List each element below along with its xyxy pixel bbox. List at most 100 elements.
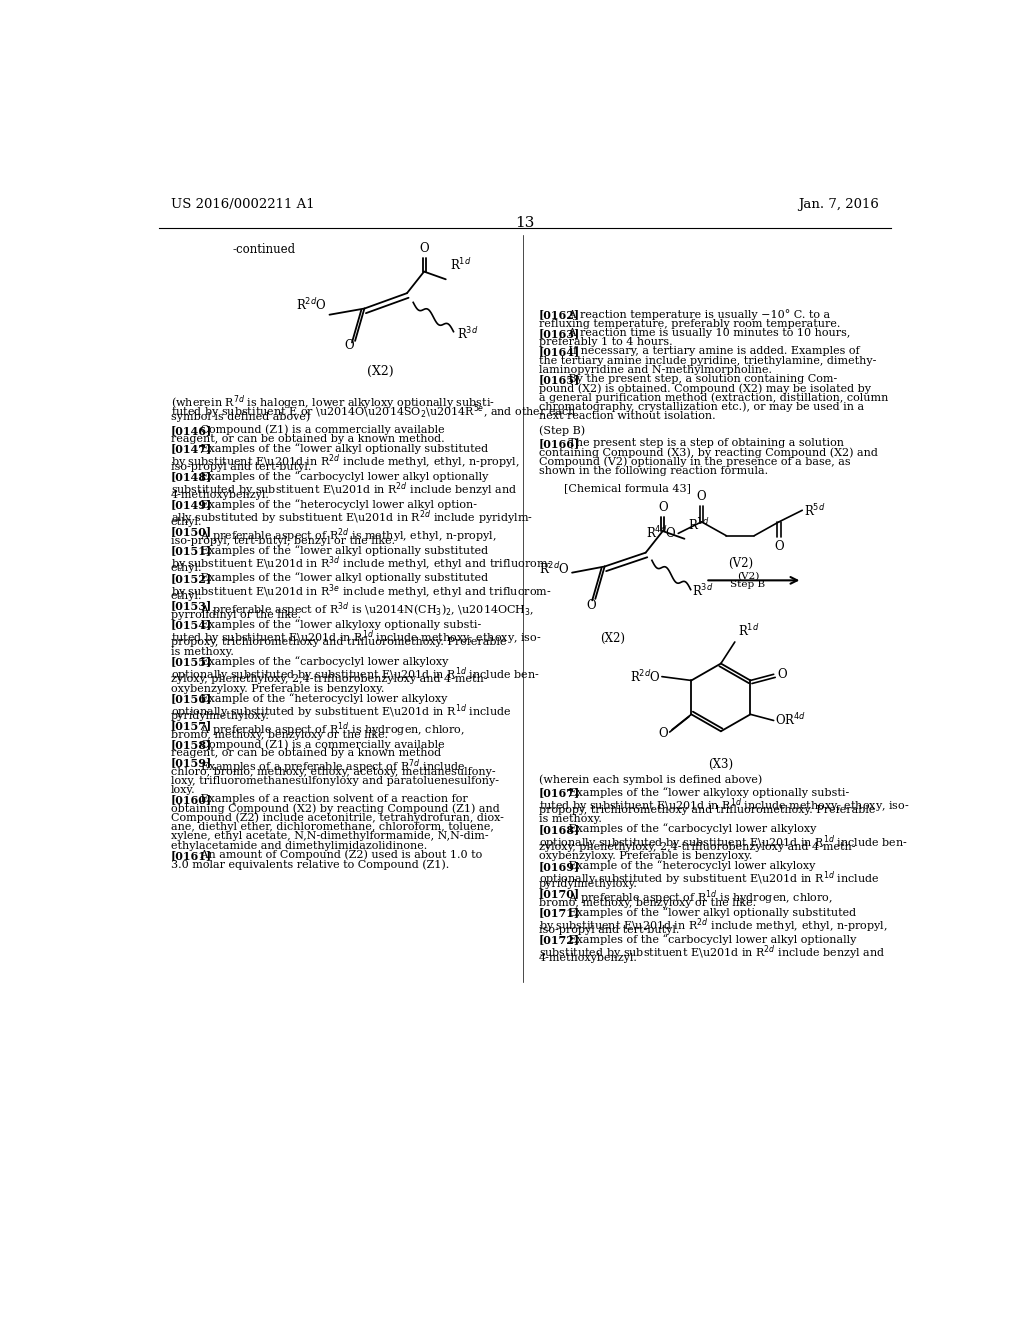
Text: ethylacetamide and dimethylimidazolidinone.: ethylacetamide and dimethylimidazolidino…	[171, 841, 427, 850]
Text: Examples of the “lower alkyl optionally substituted: Examples of the “lower alkyl optionally …	[190, 573, 488, 583]
Text: R$^{1d}$: R$^{1d}$	[688, 516, 710, 533]
Text: ally substituted by substituent E\u201d in R$^{2d}$ include pyridylm-: ally substituted by substituent E\u201d …	[171, 508, 532, 527]
Text: If necessary, a tertiary amine is added. Examples of: If necessary, a tertiary amine is added.…	[558, 346, 860, 356]
Text: [0164]: [0164]	[539, 346, 580, 358]
Text: Examples of the “heterocyclyl lower alkyl option-: Examples of the “heterocyclyl lower alky…	[190, 499, 477, 510]
Text: Examples of the “lower alkyl optionally substituted: Examples of the “lower alkyl optionally …	[190, 444, 488, 454]
Text: Jan. 7, 2016: Jan. 7, 2016	[798, 198, 879, 211]
Text: O: O	[777, 668, 787, 681]
Text: [0157]: [0157]	[171, 721, 212, 731]
Text: oxybenzyloxy. Preferable is benzyloxy.: oxybenzyloxy. Preferable is benzyloxy.	[171, 684, 384, 693]
Text: [0155]: [0155]	[171, 656, 212, 667]
Text: Examples of the “carbocyclyl lower alkyl optionally: Examples of the “carbocyclyl lower alkyl…	[190, 471, 488, 482]
Text: O: O	[696, 490, 707, 503]
Text: (X2): (X2)	[600, 632, 625, 645]
Text: By the present step, a solution containing Com-: By the present step, a solution containi…	[558, 374, 838, 384]
Text: pyridylmethyloxy.: pyridylmethyloxy.	[539, 879, 638, 890]
Text: ethyl.: ethyl.	[171, 591, 202, 601]
Text: loxy, trifluoromethanesulfonyloxy and paratoluenesulfony-: loxy, trifluoromethanesulfonyloxy and pa…	[171, 776, 499, 785]
Text: Examples of the “carbocyclyl lower alkyloxy: Examples of the “carbocyclyl lower alkyl…	[190, 656, 449, 667]
Text: [0169]: [0169]	[539, 861, 580, 871]
Text: [0158]: [0158]	[171, 739, 212, 750]
Text: Examples of the “carbocyclyl lower alkyl optionally: Examples of the “carbocyclyl lower alkyl…	[558, 935, 857, 945]
Text: [0150]: [0150]	[171, 527, 212, 537]
Text: is methoxy.: is methoxy.	[539, 814, 602, 825]
Text: Example of the “heterocyclyl lower alkyloxy: Example of the “heterocyclyl lower alkyl…	[190, 693, 447, 704]
Text: 4-methoxybenzyl.: 4-methoxybenzyl.	[171, 490, 269, 499]
Text: preferably 1 to 4 hours.: preferably 1 to 4 hours.	[539, 337, 673, 347]
Text: Examples of the “lower alkyl optionally substituted: Examples of the “lower alkyl optionally …	[558, 907, 856, 917]
Text: refluxing temperature, preferably room temperature.: refluxing temperature, preferably room t…	[539, 318, 840, 329]
Text: A preferable aspect of R$^{1d}$ is hydrogen, chloro,: A preferable aspect of R$^{1d}$ is hydro…	[190, 721, 465, 739]
Text: iso-propyl and tert-butyl.: iso-propyl and tert-butyl.	[539, 925, 679, 936]
Text: the tertiary amine include pyridine, triethylamine, dimethy-: the tertiary amine include pyridine, tri…	[539, 355, 877, 366]
Text: A reaction time is usually 10 minutes to 10 hours,: A reaction time is usually 10 minutes to…	[558, 327, 851, 338]
Text: O: O	[344, 339, 353, 352]
Text: Examples of a preferable aspect of R$^{7d}$ include: Examples of a preferable aspect of R$^{7…	[190, 758, 466, 776]
Text: The present step is a step of obtaining a solution: The present step is a step of obtaining …	[558, 438, 844, 447]
Text: (V2): (V2)	[737, 572, 759, 579]
Text: [0167]: [0167]	[539, 787, 580, 797]
Text: tuted by substituent E\u201d in R$^{1d}$ include methoxy, ethoxy, iso-: tuted by substituent E\u201d in R$^{1d}$…	[171, 628, 542, 647]
Text: ane, diethyl ether, dichloromethane, chloroform, toluene,: ane, diethyl ether, dichloromethane, chl…	[171, 822, 494, 832]
Text: [0149]: [0149]	[171, 499, 212, 510]
Text: bromo, methoxy, benzyloxy or the like.: bromo, methoxy, benzyloxy or the like.	[171, 730, 388, 739]
Text: R$^{2d}$O: R$^{2d}$O	[296, 297, 328, 313]
Text: [Chemical formula 43]: [Chemical formula 43]	[564, 483, 691, 494]
Text: iso-propyl, tert-butyl, benzyl or the like.: iso-propyl, tert-butyl, benzyl or the li…	[171, 536, 394, 545]
Text: ethyl.: ethyl.	[171, 517, 202, 527]
Text: OR$^{4d}$: OR$^{4d}$	[775, 713, 806, 729]
Text: A preferable aspect of R$^{3d}$ is \u2014N(CH$_3$)$_2$, \u2014OCH$_3$,: A preferable aspect of R$^{3d}$ is \u201…	[190, 601, 535, 619]
Text: is methoxy.: is methoxy.	[171, 647, 233, 656]
Text: Example of the “heterocyclyl lower alkyloxy: Example of the “heterocyclyl lower alkyl…	[558, 861, 816, 871]
Text: 3.0 molar equivalents relative to Compound (Z1).: 3.0 molar equivalents relative to Compou…	[171, 859, 449, 870]
Text: O: O	[419, 242, 429, 255]
Text: [0146]: [0146]	[171, 425, 212, 436]
Text: O: O	[774, 540, 783, 553]
Text: [0148]: [0148]	[171, 471, 212, 482]
Text: (wherein each symbol is defined above): (wherein each symbol is defined above)	[539, 775, 762, 785]
Text: [0166]: [0166]	[539, 438, 580, 449]
Text: by substituent E\u201d in R$^{2d}$ include methyl, ethyl, n-propyl,: by substituent E\u201d in R$^{2d}$ inclu…	[171, 453, 519, 471]
Text: next reaction without isolation.: next reaction without isolation.	[539, 411, 716, 421]
Text: pound (X2) is obtained. Compound (X2) may be isolated by: pound (X2) is obtained. Compound (X2) ma…	[539, 383, 870, 393]
Text: chromatography, crystallization etc.), or may be used in a: chromatography, crystallization etc.), o…	[539, 401, 864, 412]
Text: (X3): (X3)	[709, 758, 733, 771]
Text: optionally substituted by substituent E\u201d in R$^{1d}$ include ben-: optionally substituted by substituent E\…	[539, 833, 907, 851]
Text: [0160]: [0160]	[171, 795, 212, 805]
Text: R$^{1d}$: R$^{1d}$	[450, 257, 471, 273]
Text: 4-methoxybenzyl.: 4-methoxybenzyl.	[539, 953, 638, 964]
Text: Compound (Z1) is a commercially available: Compound (Z1) is a commercially availabl…	[190, 425, 444, 436]
Text: Examples of the “lower alkyloxy optionally substi-: Examples of the “lower alkyloxy optional…	[558, 787, 850, 797]
Text: [0172]: [0172]	[539, 935, 580, 945]
Text: A preferable aspect of R$^{2d}$ is methyl, ethyl, n-propyl,: A preferable aspect of R$^{2d}$ is methy…	[190, 527, 497, 545]
Text: [0163]: [0163]	[539, 327, 580, 339]
Text: symbol is defined above): symbol is defined above)	[171, 412, 310, 422]
Text: A reaction temperature is usually −10° C. to a: A reaction temperature is usually −10° C…	[558, 309, 830, 321]
Text: [0161]: [0161]	[171, 850, 212, 861]
Text: loxy.: loxy.	[171, 785, 196, 795]
Text: by substituent E\u201d in R$^{3e}$ include methyl, ethyl and trifluorom-: by substituent E\u201d in R$^{3e}$ inclu…	[171, 582, 551, 601]
Text: by substituent E\u201d in R$^{2d}$ include methyl, ethyl, n-propyl,: by substituent E\u201d in R$^{2d}$ inclu…	[539, 916, 888, 935]
Text: [0156]: [0156]	[171, 693, 212, 704]
Text: [0152]: [0152]	[171, 573, 212, 583]
Text: a general purification method (extraction, distillation, column: a general purification method (extractio…	[539, 392, 888, 403]
Text: Examples of the “carbocyclyl lower alkyloxy: Examples of the “carbocyclyl lower alkyl…	[558, 824, 817, 834]
Text: shown in the following reaction formula.: shown in the following reaction formula.	[539, 466, 768, 475]
Text: laminopyridine and N-methylmorpholine.: laminopyridine and N-methylmorpholine.	[539, 364, 772, 375]
Text: [0153]: [0153]	[171, 601, 212, 611]
Text: 13: 13	[515, 216, 535, 230]
Text: [0171]: [0171]	[539, 907, 580, 917]
Text: tuted by substituent E\u201d in R$^{1d}$ include methoxy, ethoxy, iso-: tuted by substituent E\u201d in R$^{1d}$…	[539, 796, 909, 814]
Text: O: O	[658, 502, 668, 515]
Text: by substituent E\u201d in R$^{3d}$ include methyl, ethyl and trifluorom-: by substituent E\u201d in R$^{3d}$ inclu…	[171, 554, 552, 573]
Text: [0165]: [0165]	[539, 374, 580, 385]
Text: R$^{1d}$: R$^{1d}$	[738, 623, 760, 639]
Text: Compound (V2) optionally in the presence of a base, as: Compound (V2) optionally in the presence…	[539, 457, 850, 467]
Text: [0154]: [0154]	[171, 619, 212, 630]
Text: xylene, ethyl acetate, N,N-dimethylformamide, N,N-dim-: xylene, ethyl acetate, N,N-dimethylforma…	[171, 832, 488, 841]
Text: [0159]: [0159]	[171, 758, 212, 768]
Text: [0162]: [0162]	[539, 309, 580, 321]
Text: R$^{2d}$O: R$^{2d}$O	[539, 561, 569, 577]
Text: optionally substituted by substituent E\u201d in R$^{1d}$ include: optionally substituted by substituent E\…	[171, 702, 511, 721]
